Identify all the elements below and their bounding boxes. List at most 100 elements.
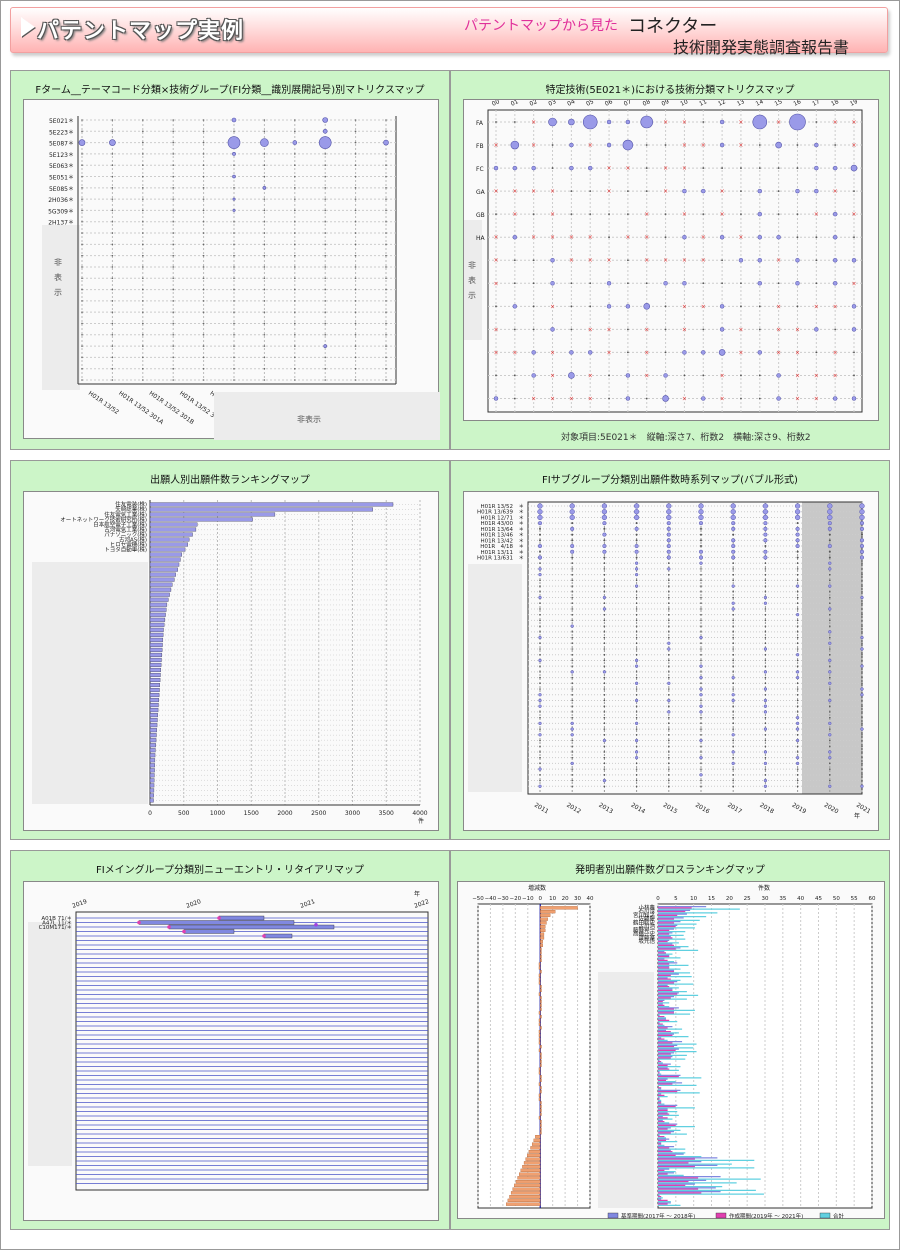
total-bar bbox=[658, 1182, 737, 1184]
matrix-dot bbox=[142, 311, 144, 313]
plot-frame bbox=[487, 109, 863, 413]
series-bubble bbox=[795, 584, 800, 588]
series-bubble bbox=[634, 567, 639, 571]
matrix-bubble bbox=[789, 113, 806, 131]
series-bubble bbox=[537, 509, 543, 515]
series-bubble bbox=[538, 698, 542, 703]
matrix-bubble bbox=[832, 234, 838, 240]
cross-mark: × bbox=[682, 211, 687, 218]
matrix-dot bbox=[645, 144, 648, 146]
matrix-bubble bbox=[625, 304, 631, 309]
row-label: H01R 13/11 ＊ bbox=[480, 549, 524, 556]
tick-label: 2500 bbox=[311, 810, 326, 817]
matrix-bubble bbox=[322, 129, 328, 134]
matrix-note: 対象項目:5E021＊ 縦軸:深さ7、桁数2 横軸:深さ9、桁数2 bbox=[561, 433, 811, 443]
tick-label: 45 bbox=[815, 896, 822, 902]
delta-bar bbox=[538, 1037, 541, 1041]
matrix-dot bbox=[664, 213, 667, 216]
matrix-bubble bbox=[510, 140, 520, 150]
cross-mark: × bbox=[682, 303, 687, 310]
hidden-row-block bbox=[28, 922, 72, 1166]
total-bar bbox=[658, 923, 697, 925]
series-bubble bbox=[538, 704, 542, 708]
series-bubble bbox=[732, 774, 734, 776]
ranking-bar bbox=[149, 627, 164, 632]
ranking-bar bbox=[149, 793, 154, 798]
series-bubble bbox=[668, 608, 670, 610]
series-bubble bbox=[763, 549, 768, 554]
matrix-dot bbox=[570, 282, 573, 285]
cross-mark: × bbox=[701, 257, 706, 264]
total-bar bbox=[658, 1069, 679, 1071]
period-bar bbox=[658, 1169, 665, 1171]
total-bar bbox=[658, 1002, 670, 1004]
hidden-label: 非表示 bbox=[297, 414, 321, 424]
ranking-bar bbox=[149, 552, 182, 557]
matrix-dot bbox=[172, 153, 174, 155]
matrix-dot bbox=[172, 356, 174, 359]
series-bubble bbox=[635, 642, 638, 645]
delta-bar bbox=[538, 1116, 541, 1120]
series-bubble bbox=[603, 585, 606, 587]
cross-mark: × bbox=[550, 188, 555, 195]
series-bubble bbox=[859, 555, 865, 560]
series-bubble bbox=[796, 693, 799, 696]
series-bubble bbox=[699, 710, 703, 714]
matrix-dot bbox=[111, 367, 114, 370]
matrix-dot bbox=[81, 220, 83, 223]
cross-mark: × bbox=[607, 165, 612, 172]
matrix-dot bbox=[294, 277, 296, 280]
series-bubble bbox=[829, 676, 831, 679]
panel-tech-matrix: 特定技術(5E021＊)における技術分類マトリクスマップ 00 01 02 03 04 0… bbox=[450, 70, 890, 450]
series-bubble bbox=[603, 682, 606, 685]
ranking-bar bbox=[149, 507, 373, 512]
series-bubble bbox=[796, 774, 799, 776]
tick-label: 50 bbox=[833, 896, 840, 902]
cross-mark: × bbox=[814, 303, 819, 310]
matrix-dot bbox=[294, 198, 296, 200]
series-bubble bbox=[763, 727, 768, 731]
base-bar bbox=[658, 1191, 721, 1193]
series-bubble bbox=[635, 522, 638, 525]
base-bar bbox=[658, 1044, 678, 1046]
col-label: 06 bbox=[604, 100, 614, 108]
tick-label: 5 bbox=[674, 896, 678, 902]
matrix-dot bbox=[702, 282, 705, 285]
series-bubble bbox=[732, 568, 734, 570]
ranking-bar bbox=[149, 637, 164, 642]
period-bar bbox=[658, 922, 675, 924]
series-bubble bbox=[795, 532, 800, 537]
matrix-dot bbox=[111, 300, 114, 302]
series-bubble bbox=[829, 636, 831, 639]
matrix-dot bbox=[354, 220, 357, 223]
series-bubble bbox=[861, 653, 863, 656]
series-bubble bbox=[829, 745, 831, 748]
matrix-bubble bbox=[851, 304, 857, 309]
matrix-dot bbox=[513, 282, 516, 285]
series-bubble bbox=[762, 514, 769, 521]
ranking-bar bbox=[149, 667, 162, 672]
matrix-dot bbox=[111, 345, 114, 347]
series-bubble bbox=[668, 596, 670, 599]
series-bubble bbox=[763, 647, 768, 651]
row-label: C10M171/＊ bbox=[39, 924, 72, 931]
matrix-dot bbox=[142, 232, 144, 234]
base-bar bbox=[658, 988, 673, 990]
series-bubble bbox=[829, 688, 831, 690]
total-bar bbox=[658, 1051, 697, 1053]
matrix-dot bbox=[796, 305, 799, 308]
series-bubble bbox=[700, 527, 702, 530]
delta-bar bbox=[538, 1067, 541, 1071]
base-bar bbox=[658, 1029, 667, 1031]
matrix-dot bbox=[721, 282, 724, 285]
matrix-dot bbox=[645, 282, 648, 285]
total-bar bbox=[658, 1081, 676, 1083]
matrix-dot bbox=[608, 397, 610, 400]
panel-timeseries-bubble: FIサブグループ分類別出願件数時系列マップ(バブル形式) 2011 2012 201… bbox=[450, 460, 890, 840]
cross-mark: × bbox=[682, 142, 687, 149]
matrix-dot bbox=[294, 311, 296, 313]
delta-bar bbox=[540, 940, 543, 944]
hidden-label: 表 bbox=[54, 272, 62, 282]
series-bubble bbox=[668, 562, 670, 564]
total-bar bbox=[658, 1039, 668, 1041]
